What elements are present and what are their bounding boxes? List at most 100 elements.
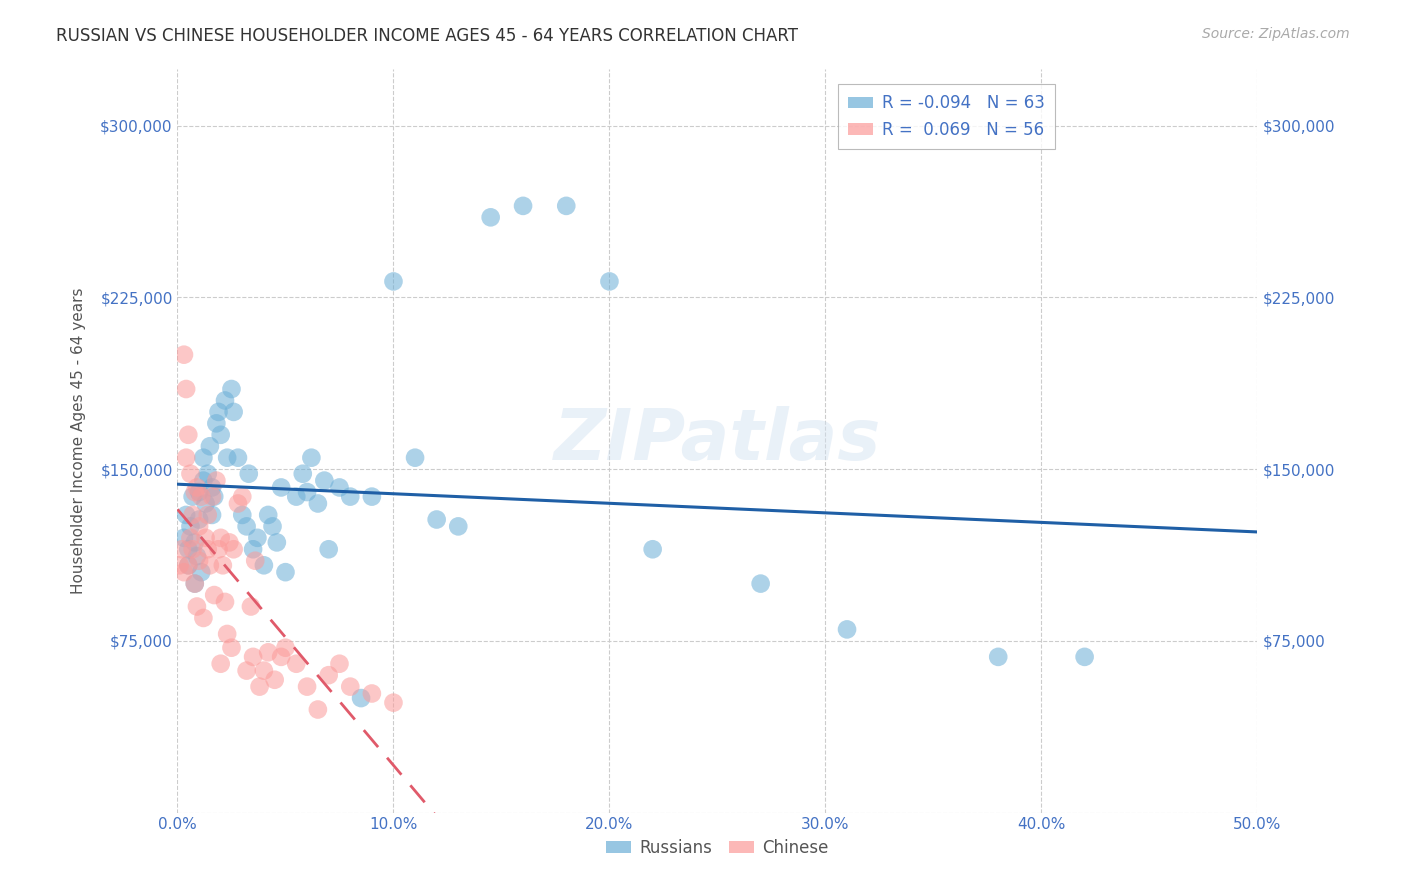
- Chinese: [221, 640, 243, 655]
- Text: RUSSIAN VS CHINESE HOUSEHOLDER INCOME AGES 45 - 64 YEARS CORRELATION CHART: RUSSIAN VS CHINESE HOUSEHOLDER INCOME AG…: [56, 27, 799, 45]
- Russians: [174, 508, 197, 522]
- Russians: [193, 450, 215, 465]
- Russians: [350, 691, 373, 706]
- Chinese: [235, 664, 257, 678]
- Russians: [314, 474, 336, 488]
- Chinese: [245, 554, 267, 568]
- Russians: [291, 467, 314, 481]
- Russians: [238, 467, 260, 481]
- Russians: [205, 417, 228, 431]
- Chinese: [209, 531, 232, 545]
- Russians: [222, 405, 245, 419]
- Chinese: [198, 558, 221, 573]
- Russians: [226, 450, 249, 465]
- Russians: [221, 382, 243, 396]
- Russians: [266, 535, 288, 549]
- Chinese: [295, 680, 318, 694]
- Russians: [598, 274, 620, 288]
- Chinese: [188, 554, 211, 568]
- Russians: [186, 549, 208, 563]
- Chinese: [173, 565, 195, 579]
- Chinese: [214, 595, 236, 609]
- Chinese: [257, 645, 280, 659]
- Chinese: [201, 490, 224, 504]
- Legend: R = -0.094   N = 63, R =  0.069   N = 56: R = -0.094 N = 63, R = 0.069 N = 56: [838, 84, 1054, 149]
- Russians: [179, 519, 201, 533]
- Russians: [404, 450, 426, 465]
- Russians: [253, 558, 276, 573]
- Chinese: [184, 485, 207, 500]
- Chinese: [177, 558, 200, 573]
- Chinese: [202, 588, 225, 602]
- Russians: [242, 542, 264, 557]
- Russians: [479, 211, 502, 225]
- Russians: [641, 542, 664, 557]
- Russians: [188, 485, 211, 500]
- Russians: [201, 480, 224, 494]
- Russians: [173, 531, 195, 545]
- Russians: [188, 512, 211, 526]
- Chinese: [285, 657, 308, 671]
- Chinese: [307, 702, 329, 716]
- Russians: [382, 274, 405, 288]
- Russians: [190, 565, 212, 579]
- Chinese: [360, 686, 382, 700]
- Chinese: [242, 649, 264, 664]
- Chinese: [218, 535, 240, 549]
- Russians: [270, 480, 292, 494]
- Chinese: [222, 542, 245, 557]
- Chinese: [169, 558, 191, 573]
- Chinese: [382, 696, 405, 710]
- Chinese: [179, 531, 201, 545]
- Russians: [262, 519, 284, 533]
- Chinese: [186, 480, 208, 494]
- Russians: [1073, 649, 1095, 664]
- Chinese: [239, 599, 262, 614]
- Russians: [177, 558, 200, 573]
- Chinese: [190, 490, 212, 504]
- Russians: [207, 405, 229, 419]
- Russians: [201, 508, 224, 522]
- Russians: [197, 467, 219, 481]
- Russians: [231, 508, 253, 522]
- Chinese: [339, 680, 361, 694]
- Russians: [307, 496, 329, 510]
- Chinese: [209, 657, 232, 671]
- Chinese: [174, 382, 197, 396]
- Russians: [217, 450, 239, 465]
- Russians: [193, 474, 215, 488]
- Chinese: [328, 657, 350, 671]
- Text: Source: ZipAtlas.com: Source: ZipAtlas.com: [1202, 27, 1350, 41]
- Russians: [339, 490, 361, 504]
- Chinese: [270, 649, 292, 664]
- Russians: [318, 542, 340, 557]
- Chinese: [263, 673, 285, 687]
- Chinese: [181, 508, 204, 522]
- Chinese: [249, 680, 271, 694]
- Russians: [194, 496, 217, 510]
- Chinese: [184, 576, 207, 591]
- Russians: [177, 542, 200, 557]
- Chinese: [318, 668, 340, 682]
- Russians: [555, 199, 578, 213]
- Chinese: [186, 599, 208, 614]
- Chinese: [174, 450, 197, 465]
- Chinese: [173, 348, 195, 362]
- Text: ZIPatlas: ZIPatlas: [554, 406, 882, 475]
- Chinese: [205, 474, 228, 488]
- Chinese: [274, 640, 297, 655]
- Russians: [447, 519, 470, 533]
- Russians: [235, 519, 257, 533]
- Chinese: [188, 519, 211, 533]
- Russians: [295, 485, 318, 500]
- Chinese: [170, 542, 193, 557]
- Chinese: [211, 558, 233, 573]
- Y-axis label: Householder Income Ages 45 - 64 years: Householder Income Ages 45 - 64 years: [72, 287, 86, 594]
- Chinese: [207, 542, 229, 557]
- Russians: [246, 531, 269, 545]
- Chinese: [177, 427, 200, 442]
- Russians: [328, 480, 350, 494]
- Russians: [285, 490, 308, 504]
- Russians: [214, 393, 236, 408]
- Russians: [202, 490, 225, 504]
